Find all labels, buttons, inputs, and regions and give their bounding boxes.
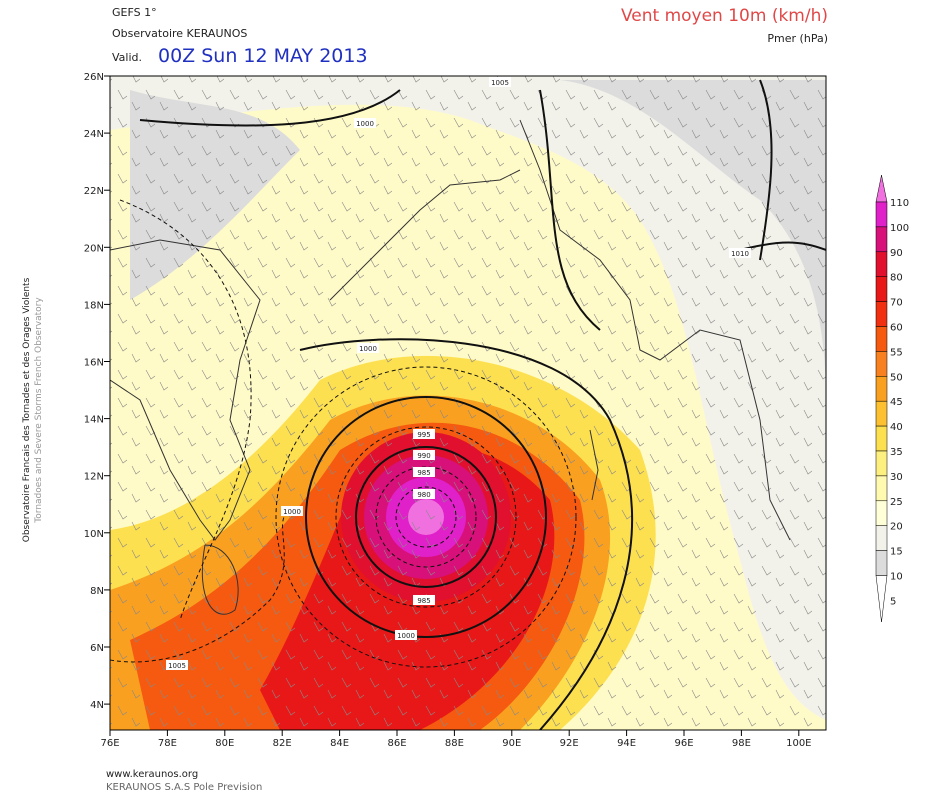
isobar-label: 990 xyxy=(417,452,430,460)
isobar-label-bg xyxy=(354,118,376,128)
isobar-label: 980 xyxy=(417,491,430,499)
colorbar-label: 45 xyxy=(890,397,903,408)
colorbar-swatch xyxy=(875,376,888,402)
colorbar-swatch xyxy=(875,351,888,377)
lon-label: 80E xyxy=(215,738,234,749)
source: Observatoire KERAUNOS xyxy=(112,27,247,40)
isobar-label: 1000 xyxy=(283,508,301,516)
lon-label: 82E xyxy=(273,738,292,749)
colorbar-swatch xyxy=(875,226,888,253)
colorbar-swatch xyxy=(875,450,888,477)
lat-label: 18N xyxy=(84,300,104,311)
lat-label: 6N xyxy=(90,643,104,654)
isobar-label-bg xyxy=(413,450,435,460)
map-fields xyxy=(110,76,826,730)
isobar-label-bg xyxy=(489,77,511,87)
colorbar-swatch xyxy=(875,276,888,302)
colorbar-label: 35 xyxy=(890,447,903,458)
lon-label: 86E xyxy=(387,738,406,749)
isobar-label-bg xyxy=(166,660,188,670)
valid-time: 00Z Sun 12 MAY 2013 xyxy=(158,45,368,67)
colorbar-swatch xyxy=(875,425,888,452)
isobar-label: 995 xyxy=(417,431,430,439)
lon-label: 84E xyxy=(330,738,349,749)
isobar-label-bg xyxy=(395,630,417,640)
field-title: Vent moyen 10m (km/h) xyxy=(621,6,828,26)
lat-label: 14N xyxy=(84,415,104,426)
side-text-fr: Observatoire Francais des Tornades et de… xyxy=(22,277,32,542)
lat-label: 20N xyxy=(84,243,104,254)
isobar-label-bg xyxy=(729,248,751,258)
isobar-label-bg xyxy=(281,506,303,516)
colorbar-swatch xyxy=(875,575,888,623)
side-text-en: Tornadoes and Severe Storms French Obser… xyxy=(34,297,44,524)
model: GEFS 1° xyxy=(112,6,157,19)
colorbar-swatch xyxy=(875,550,888,576)
colorbar-label: 100 xyxy=(890,223,909,234)
isobar-label: 1005 xyxy=(491,79,509,87)
isobar-label-bg xyxy=(357,343,379,353)
contour-title: Pmer (hPa) xyxy=(767,32,828,45)
lon-label: 88E xyxy=(445,738,464,749)
lon-label: 90E xyxy=(502,738,521,749)
colorbar-swatch xyxy=(875,400,888,427)
lat-label: 24N xyxy=(84,129,104,140)
isobar-label: 985 xyxy=(417,597,430,605)
colorbar-label: 25 xyxy=(890,497,903,508)
lat-label: 22N xyxy=(84,186,104,197)
lat-label: 12N xyxy=(84,472,104,483)
isobar-label: 985 xyxy=(417,469,430,477)
colorbar-label: 80 xyxy=(890,273,903,284)
colorbar-swatch xyxy=(875,301,888,327)
lon-label: 100E xyxy=(786,738,811,749)
isobar-label-bg xyxy=(413,467,435,477)
colorbar-label: 5 xyxy=(890,596,896,607)
colorbar-label: 90 xyxy=(890,248,903,259)
isobar-label-bg xyxy=(413,595,435,605)
colorbar-label: 55 xyxy=(890,347,903,358)
lat-label: 16N xyxy=(84,358,104,369)
isobar-label: 1010 xyxy=(731,250,749,258)
colorbar-label: 20 xyxy=(890,522,903,533)
map-frame xyxy=(109,75,827,731)
colorbar-label: 15 xyxy=(890,547,903,558)
isobar-label: 1000 xyxy=(397,632,415,640)
colorbar-label: 70 xyxy=(890,298,903,309)
colorbar-label: 40 xyxy=(890,422,903,433)
isobar-label: 1000 xyxy=(359,345,377,353)
colorbar-label: 10 xyxy=(890,572,903,583)
footer-company: KERAUNOS S.A.S Pole Prevision xyxy=(106,782,262,793)
lon-label: 76E xyxy=(100,738,119,749)
colorbar-swatch xyxy=(875,500,888,526)
lat-label: 8N xyxy=(90,586,104,597)
colorbar-swatch xyxy=(875,475,888,502)
lat-label: 4N xyxy=(90,700,104,711)
lat-label: 10N xyxy=(84,529,104,540)
colorbar-swatch xyxy=(875,251,888,277)
colorbar-swatch xyxy=(875,174,888,203)
colorbar-label: 110 xyxy=(890,198,909,209)
isobar-label: 1005 xyxy=(168,662,186,670)
colorbar-label: 50 xyxy=(890,372,903,383)
colorbar-swatch xyxy=(875,326,888,352)
colorbar-label: 60 xyxy=(890,323,903,334)
lon-label: 78E xyxy=(158,738,177,749)
lon-label: 98E xyxy=(732,738,751,749)
lat-label: 26N xyxy=(84,72,104,83)
isobar-label-bg xyxy=(413,489,435,499)
footer-url: www.keraunos.org xyxy=(106,769,198,780)
colorbar-swatch xyxy=(875,525,888,551)
colorbar-label: 30 xyxy=(890,472,903,483)
lon-label: 92E xyxy=(560,738,579,749)
isobar-label-bg xyxy=(413,429,435,439)
lon-label: 94E xyxy=(617,738,636,749)
isobar-label: 1000 xyxy=(356,120,374,128)
lon-label: 96E xyxy=(674,738,693,749)
colorbar-swatch xyxy=(875,201,888,228)
valid-label: Valid. xyxy=(112,51,142,64)
